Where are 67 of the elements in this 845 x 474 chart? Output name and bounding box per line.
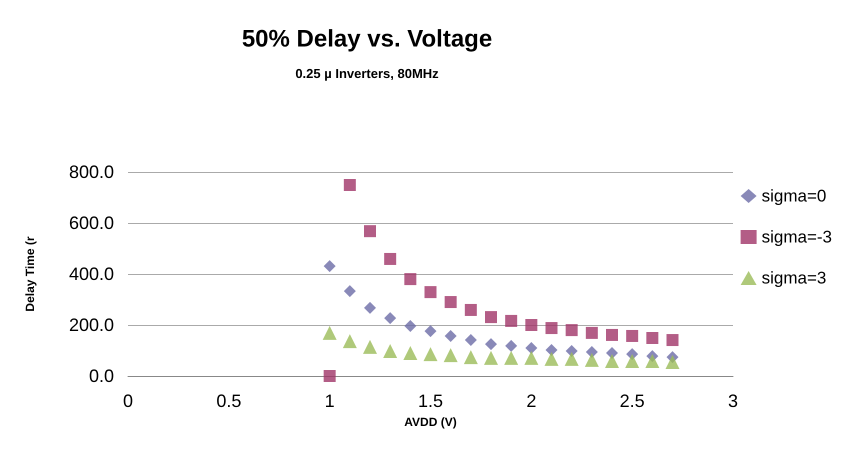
point — [403, 346, 418, 360]
point — [525, 319, 538, 331]
point — [384, 252, 396, 265]
point — [586, 326, 598, 339]
point — [424, 286, 436, 298]
point — [605, 354, 619, 368]
point — [544, 352, 558, 366]
y-tick-label: 800.0 — [68, 162, 114, 182]
point — [566, 324, 578, 336]
legend-label: sigma=0 — [762, 186, 826, 206]
legend-label: sigma=-3 — [762, 228, 832, 246]
y-tick-label: 200.0 — [68, 315, 114, 335]
y-tick-label: 0.0 — [88, 366, 114, 386]
point — [666, 354, 680, 369]
x-tick-label: 1.5 — [418, 391, 444, 411]
point — [444, 330, 457, 342]
point — [504, 350, 518, 365]
point — [363, 340, 377, 354]
y-tick-label: 600.0 — [68, 213, 114, 233]
point — [324, 370, 336, 382]
x-tick-label: 1 — [324, 391, 335, 411]
point — [404, 273, 416, 286]
point — [364, 225, 376, 238]
point — [666, 334, 678, 346]
point — [524, 350, 538, 365]
point — [464, 350, 478, 364]
point — [546, 344, 558, 356]
point — [383, 344, 398, 358]
x-tick-label: 0.5 — [216, 391, 242, 411]
point — [646, 332, 658, 344]
point — [344, 285, 356, 298]
point — [485, 311, 497, 324]
point — [606, 328, 618, 341]
x-tick-label: 0 — [122, 391, 134, 411]
point — [342, 334, 357, 348]
point — [645, 354, 660, 368]
y-axis-title: Delay Time (r — [23, 236, 37, 312]
point — [324, 260, 336, 272]
point — [464, 304, 477, 316]
x-tick-label: 2.5 — [620, 391, 645, 411]
point — [424, 325, 436, 338]
chart-title: 50% Delay vs. Voltage — [242, 26, 492, 52]
point — [424, 347, 438, 362]
point — [322, 326, 337, 340]
point — [464, 334, 477, 346]
x-axis-title: AVDD (V) — [404, 415, 457, 429]
point — [525, 342, 538, 354]
x-tick-label: 2 — [526, 391, 536, 411]
point — [505, 314, 518, 327]
x-tick-label: 3 — [728, 391, 738, 411]
point — [546, 322, 558, 334]
point — [505, 340, 518, 352]
legend-label: sigma=3 — [762, 268, 826, 288]
point — [626, 330, 638, 342]
point — [404, 320, 416, 332]
point — [485, 338, 497, 350]
point — [484, 350, 498, 365]
point — [564, 352, 579, 366]
point — [444, 296, 457, 308]
point — [344, 179, 356, 192]
point — [444, 348, 458, 362]
chart-subtitle: 0.25 µ Inverters, 80MHz — [295, 66, 440, 81]
point — [384, 312, 396, 324]
point — [625, 354, 640, 368]
y-tick-label: 400.0 — [68, 264, 114, 284]
point — [584, 352, 599, 367]
point — [364, 302, 376, 314]
